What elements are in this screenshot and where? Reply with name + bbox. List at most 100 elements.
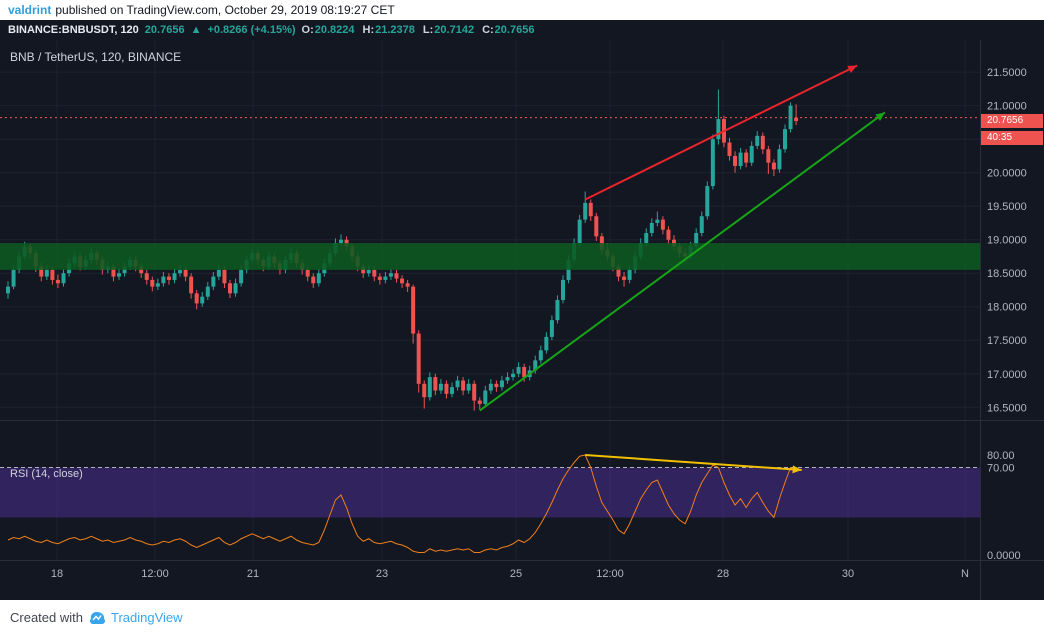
- high-label: H:: [362, 24, 375, 36]
- price-axis-label: 16.5000: [987, 402, 1027, 414]
- time-axis-label: 23: [376, 568, 388, 580]
- price-axis-label: 21.0000: [987, 101, 1027, 113]
- lower-trendline[interactable]: [479, 111, 886, 412]
- candle: [483, 390, 488, 404]
- candle: [222, 269, 227, 284]
- price-axis-label: 19.5000: [987, 201, 1027, 213]
- upper-trendline[interactable]: [584, 64, 858, 201]
- support-resistance-zone[interactable]: [0, 243, 980, 270]
- candle: [755, 135, 760, 146]
- candle: [61, 273, 66, 284]
- time-axis[interactable]: 18 12:00 21 23 25 12:00 28 30 N: [0, 560, 1044, 600]
- rsi-line: [7, 454, 797, 553]
- candle: [450, 387, 454, 394]
- candle: [694, 233, 699, 247]
- candle: [783, 129, 787, 150]
- high-value: 21.2378: [375, 24, 415, 36]
- up-arrow-icon: ▲: [190, 24, 202, 36]
- price-axis-label: 17.5000: [987, 335, 1027, 347]
- candle: [766, 149, 771, 163]
- tradingview-logo-icon[interactable]: [88, 611, 106, 625]
- rsi-indicator-legend[interactable]: RSI (14, close): [10, 468, 83, 480]
- symbol-name[interactable]: BINANCE:BNBUSDT, 120: [8, 24, 139, 36]
- candle: [6, 286, 10, 294]
- low-label: L:: [422, 24, 434, 36]
- candle: [117, 273, 121, 277]
- last-price-badge: 20.7656: [981, 114, 1043, 128]
- candle: [383, 276, 388, 280]
- created-with-text: Created with: [10, 610, 83, 625]
- candle: [194, 293, 199, 304]
- candle: [660, 219, 665, 230]
- candle: [161, 276, 166, 284]
- candle: [710, 139, 715, 187]
- candle: [577, 219, 582, 244]
- candle: [666, 229, 671, 240]
- candle: [705, 186, 710, 217]
- rsi-axis-label: 80.00: [987, 450, 1015, 462]
- author-username-link[interactable]: valdrint: [8, 3, 52, 17]
- candle: [311, 276, 316, 284]
- candle: [511, 373, 516, 378]
- candle: [388, 273, 393, 277]
- candle: [433, 377, 438, 391]
- candle: [155, 283, 160, 287]
- price-axis-label: 18.5000: [987, 268, 1027, 280]
- rsi-trendline-arrowhead: [792, 465, 802, 474]
- candle: [655, 219, 660, 223]
- rsi-trendline[interactable]: [585, 454, 802, 471]
- candle: [422, 383, 427, 398]
- candle: [372, 269, 377, 277]
- candle: [738, 152, 743, 166]
- candle: [533, 360, 538, 371]
- candle: [616, 266, 621, 277]
- candle: [716, 119, 721, 140]
- price-change: +0.8266 (+4.15%): [207, 24, 296, 36]
- chart-legend: BNB / TetherUS, 120, BINANCE: [10, 50, 182, 64]
- candle: [11, 269, 16, 287]
- candle: [233, 283, 238, 294]
- candle: [466, 383, 471, 391]
- close-label: C:: [482, 24, 494, 36]
- price-axis-label: 20.0000: [987, 168, 1027, 180]
- candle: [189, 276, 194, 294]
- footer-bar: Created with TradingView: [0, 600, 1044, 635]
- time-axis-bg: [0, 560, 1044, 600]
- candle: [588, 202, 593, 217]
- candle: [522, 367, 527, 378]
- candle: [211, 276, 216, 287]
- candle: [44, 269, 49, 277]
- open-label: O:: [301, 24, 314, 36]
- candle: [499, 380, 504, 388]
- candle: [438, 383, 443, 391]
- tradingview-brand-link[interactable]: TradingView: [110, 610, 183, 625]
- candle: [228, 283, 232, 294]
- candle: [200, 296, 205, 304]
- candle: [172, 273, 177, 280]
- candle: [477, 400, 482, 404]
- candle: [760, 135, 765, 150]
- candle: [216, 269, 221, 277]
- price-axis[interactable]: [980, 40, 1044, 420]
- attribution-text: published on TradingView.com, October 29…: [55, 3, 395, 17]
- candle: [583, 202, 588, 220]
- main-chart-pane[interactable]: 21.500021.000020.500020.000019.500019.00…: [0, 40, 1044, 420]
- price-axis-label: 21.5000: [987, 67, 1027, 79]
- candle: [144, 273, 149, 280]
- chart-area: BNB / TetherUS, 120, BINANCE RSI (14, cl…: [0, 40, 1044, 600]
- candle: [316, 273, 321, 284]
- candle: [111, 266, 116, 277]
- candle: [178, 269, 183, 274]
- candle: [461, 380, 466, 391]
- price-axis-label: 18.0000: [987, 302, 1027, 314]
- close-value: 20.7656: [494, 24, 535, 36]
- candle: [561, 279, 565, 301]
- candle: [594, 216, 599, 237]
- ohlc-values: O: 20.8224 H: 21.2378 L: 20.7142 C: 20.7656: [302, 24, 535, 36]
- candle: [622, 276, 627, 280]
- candle: [505, 377, 510, 381]
- candle: [150, 279, 155, 287]
- symbol-info-bar: BINANCE:BNBUSDT, 120 20.7656 ▲ +0.8266 (…: [0, 20, 1044, 40]
